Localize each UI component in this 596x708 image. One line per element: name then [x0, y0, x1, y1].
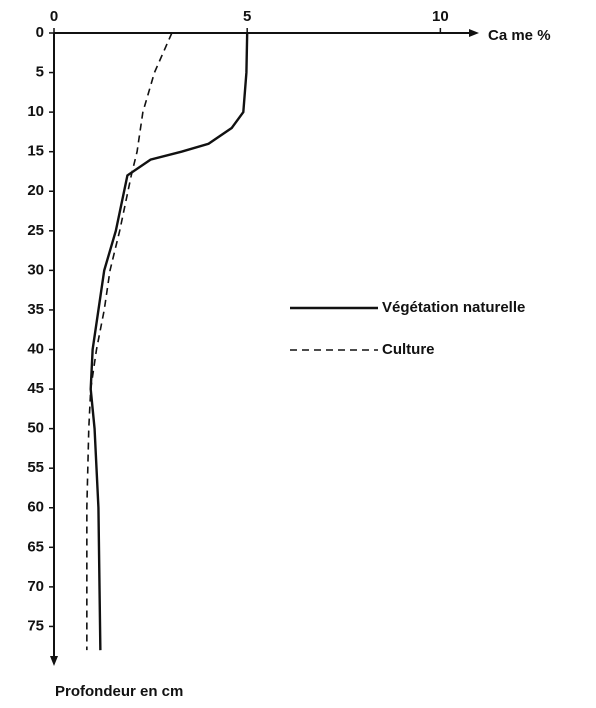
x-axis-arrow	[469, 29, 479, 37]
y-tick-label: 40	[27, 340, 44, 357]
y-tick-label: 10	[27, 103, 44, 120]
y-tick-label: 50	[27, 420, 44, 437]
y-tick-label: 5	[36, 64, 44, 81]
y-tick-label: 65	[27, 538, 44, 555]
legend-label: Végétation naturelle	[382, 299, 525, 316]
y-tick-label: 45	[27, 380, 44, 397]
y-tick-label: 0	[36, 24, 44, 41]
y-tick-label: 35	[27, 301, 44, 318]
y-tick-label: 30	[27, 261, 44, 278]
x-tick-label: 10	[432, 8, 449, 25]
y-axis-arrow	[50, 656, 58, 666]
y-tick-label: 20	[27, 182, 44, 199]
y-tick-label: 75	[27, 617, 44, 634]
legend-label: Culture	[382, 341, 435, 358]
y-axis-label: Profondeur en cm	[55, 683, 183, 700]
series-line	[86, 32, 173, 651]
series-line	[89, 32, 249, 651]
y-tick-label: 55	[27, 459, 44, 476]
x-axis-label: Ca me %	[488, 27, 551, 44]
y-tick-label: 15	[27, 143, 44, 160]
y-tick-label: 70	[27, 578, 44, 595]
y-tick-label: 25	[27, 222, 44, 239]
x-tick-label: 0	[50, 8, 58, 25]
y-tick-label: 60	[27, 499, 44, 516]
x-tick-label: 5	[243, 8, 251, 25]
